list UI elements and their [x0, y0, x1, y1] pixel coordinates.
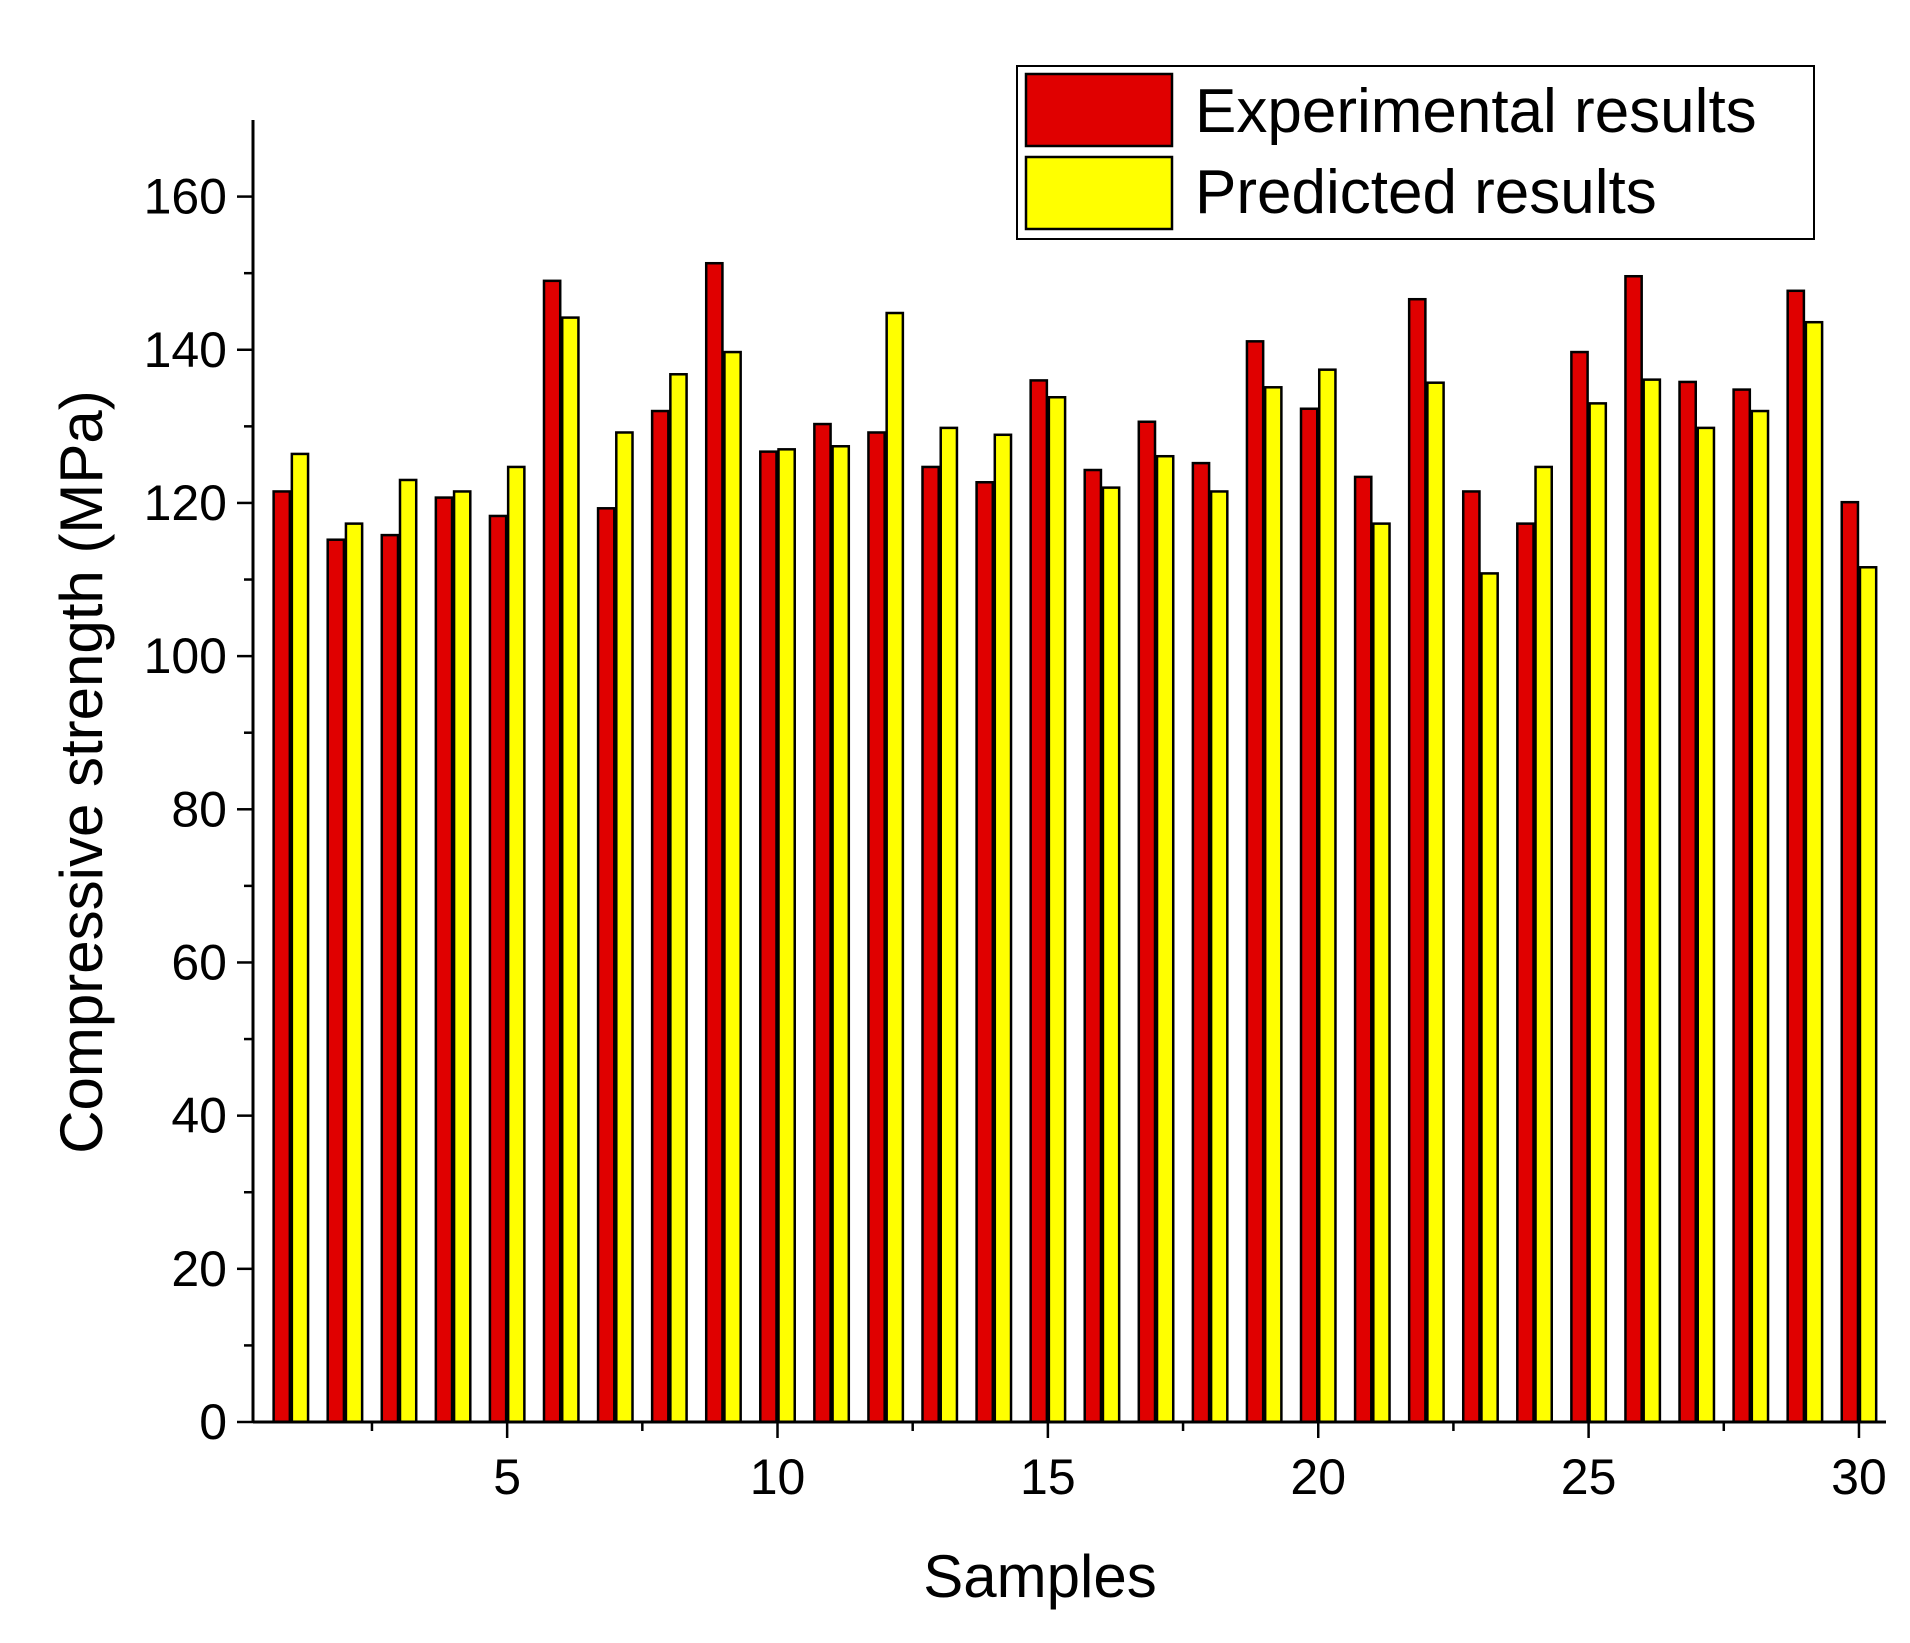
- bar-predicted-14: [993, 433, 1013, 1424]
- y-tick-label: 120: [144, 475, 227, 531]
- bar-experimental-16: [1083, 468, 1103, 1424]
- y-tick-label: 60: [171, 934, 227, 990]
- bar-predicted-24: [1534, 465, 1553, 1424]
- bar-experimental-7: [596, 507, 616, 1424]
- bar-experimental-13: [921, 465, 940, 1424]
- bar-predicted-23: [1480, 572, 1499, 1424]
- bar-experimental-17: [1137, 420, 1157, 1424]
- bar-experimental-20: [1299, 407, 1319, 1424]
- ticks-group: 0 20 40 60 80 100 120 140 160 5 10 15 20 25 30: [144, 169, 1887, 1505]
- bar-predicted-4: [452, 490, 472, 1424]
- bar-predicted-12: [885, 311, 905, 1424]
- bar-experimental-6: [542, 279, 562, 1424]
- bar-experimental-9: [704, 261, 724, 1424]
- bar-experimental-22: [1407, 297, 1427, 1424]
- legend-swatch-experimental: [1024, 72, 1174, 148]
- bar-experimental-8: [650, 409, 670, 1424]
- y-tick-label: 0: [199, 1394, 227, 1450]
- bar-experimental-23: [1461, 490, 1481, 1424]
- bar-experimental-27: [1678, 380, 1697, 1424]
- legend-label-experimental: Experimental results: [1195, 77, 1757, 146]
- y-tick-label: 140: [144, 322, 227, 378]
- bar-predicted-7: [615, 431, 634, 1424]
- x-tick-label: 10: [750, 1449, 806, 1505]
- bar-predicted-30: [1858, 566, 1878, 1424]
- x-tick-label: 20: [1290, 1449, 1346, 1505]
- x-tick-label: 5: [493, 1449, 521, 1505]
- x-axis-title: Samples: [923, 1543, 1156, 1610]
- y-tick-label: 160: [144, 169, 227, 225]
- bar-experimental-19: [1245, 340, 1265, 1424]
- bar-experimental-1: [272, 490, 292, 1424]
- bar-experimental-28: [1732, 388, 1752, 1424]
- bar-experimental-29: [1786, 289, 1806, 1424]
- bar-predicted-8: [669, 373, 688, 1424]
- y-tick-label: 20: [171, 1241, 227, 1297]
- bar-experimental-2: [326, 538, 346, 1424]
- bar-predicted-20: [1317, 368, 1337, 1424]
- y-tick-label: 100: [144, 628, 227, 684]
- bar-predicted-11: [831, 445, 851, 1424]
- bars-group: [272, 261, 1878, 1424]
- bar-experimental-3: [380, 533, 400, 1424]
- y-tick-label: 40: [171, 1088, 227, 1144]
- bar-predicted-1: [290, 452, 310, 1424]
- bar-experimental-18: [1191, 461, 1211, 1424]
- bar-predicted-16: [1101, 486, 1121, 1424]
- bar-predicted-18: [1209, 490, 1229, 1424]
- bar-predicted-10: [777, 448, 796, 1424]
- bar-predicted-6: [560, 316, 580, 1424]
- legend: Experimental results Predicted results: [1016, 65, 1815, 240]
- x-tick-label: 15: [1020, 1449, 1076, 1505]
- bar-experimental-14: [975, 481, 995, 1424]
- bar-predicted-26: [1642, 378, 1662, 1424]
- bar-predicted-19: [1263, 386, 1283, 1424]
- bar-predicted-21: [1372, 522, 1391, 1424]
- y-axis-title: Compressive strength (MPa): [48, 390, 115, 1154]
- bar-experimental-5: [488, 514, 508, 1424]
- y-tick-label: 80: [171, 781, 227, 837]
- bar-experimental-15: [1029, 379, 1049, 1424]
- bar-predicted-9: [723, 350, 742, 1424]
- legend-swatch-predicted: [1024, 155, 1174, 231]
- bar-predicted-15: [1047, 395, 1067, 1424]
- bar-experimental-4: [434, 496, 454, 1424]
- x-tick-label: 30: [1831, 1449, 1887, 1505]
- bar-predicted-13: [939, 426, 959, 1424]
- bar-predicted-3: [398, 478, 418, 1424]
- bar-experimental-26: [1624, 274, 1643, 1424]
- axes-group: [251, 120, 1886, 1424]
- bar-experimental-10: [759, 450, 778, 1424]
- bar-predicted-5: [506, 465, 526, 1424]
- bar-experimental-21: [1353, 475, 1373, 1424]
- bar-experimental-25: [1570, 350, 1589, 1424]
- bar-experimental-24: [1516, 522, 1535, 1424]
- bar-predicted-22: [1426, 381, 1445, 1424]
- bar-predicted-28: [1750, 409, 1770, 1424]
- bar-experimental-30: [1840, 500, 1860, 1424]
- bar-predicted-25: [1588, 402, 1608, 1424]
- bar-experimental-11: [813, 422, 832, 1424]
- bar-predicted-17: [1155, 454, 1175, 1424]
- bar-predicted-27: [1696, 426, 1716, 1424]
- legend-label-predicted: Predicted results: [1195, 158, 1657, 227]
- x-tick-label: 25: [1561, 1449, 1617, 1505]
- bar-predicted-2: [344, 522, 364, 1424]
- bar-experimental-12: [867, 431, 886, 1424]
- bar-predicted-29: [1804, 320, 1824, 1424]
